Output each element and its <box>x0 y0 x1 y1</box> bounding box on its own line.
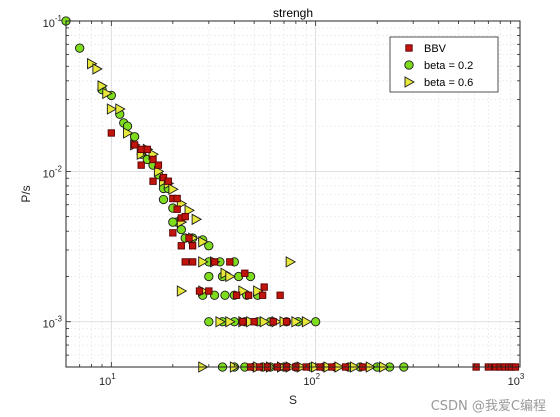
data-point <box>176 285 188 297</box>
data-point <box>225 270 236 283</box>
data-point <box>173 205 181 213</box>
data-point <box>87 57 98 70</box>
data-point <box>210 258 219 266</box>
data-point <box>301 315 313 328</box>
data-point <box>238 285 249 297</box>
data-point <box>115 103 126 115</box>
data-point <box>149 177 157 185</box>
chart-title: strengh <box>273 6 313 20</box>
legend-marker <box>405 44 413 52</box>
data-point <box>129 132 140 142</box>
data-point <box>232 291 241 299</box>
y-axis-title: P/s <box>19 185 33 202</box>
data-point <box>253 285 264 297</box>
x-axis-title: S <box>289 393 297 407</box>
data-point <box>176 224 186 235</box>
axes-frame <box>65 20 521 368</box>
data-point <box>204 317 214 327</box>
data-point <box>137 161 145 169</box>
data-point <box>195 287 204 295</box>
data-point <box>159 173 168 182</box>
data-point <box>181 258 189 266</box>
x-tick-label: 101 <box>99 372 116 388</box>
data-point <box>169 229 177 237</box>
data-point <box>291 315 302 328</box>
data-point <box>260 283 268 291</box>
data-point <box>205 287 213 295</box>
x-tick-label: 102 <box>303 372 320 388</box>
data-point <box>102 87 113 100</box>
data-point <box>239 318 247 326</box>
data-point <box>153 165 165 178</box>
data-point <box>164 177 172 185</box>
data-point <box>137 145 145 154</box>
data-point <box>149 155 157 164</box>
y-tick-label: 10-1 <box>43 14 63 30</box>
data-point <box>198 236 209 248</box>
data-point <box>225 315 236 328</box>
data-point <box>181 212 189 221</box>
data-point <box>220 290 230 300</box>
data-point <box>92 63 103 75</box>
data-point <box>188 258 197 266</box>
legend-label: beta = 0.6 <box>424 77 473 89</box>
y-tick-label: 10-3 <box>43 315 63 331</box>
data-point <box>173 194 181 203</box>
data-point <box>154 161 163 169</box>
data-point <box>282 318 291 326</box>
data-point <box>143 145 151 154</box>
data-point <box>168 217 178 227</box>
data-point <box>204 241 214 251</box>
data-point <box>106 103 118 115</box>
data-point <box>191 213 203 226</box>
data-point <box>276 291 284 299</box>
legend-marker <box>404 76 415 88</box>
data-point <box>245 291 253 299</box>
data-point <box>285 256 297 268</box>
data-point <box>184 204 195 217</box>
data-point <box>258 291 267 299</box>
data-point <box>158 194 169 205</box>
legend-label: beta = 0.2 <box>424 60 473 72</box>
data-point <box>188 242 197 250</box>
data-point <box>123 127 134 139</box>
x-tick-label: 103 <box>508 372 525 388</box>
data-point <box>204 271 214 282</box>
data-point <box>241 269 249 277</box>
y-tick-label: 10-2 <box>43 164 63 180</box>
data-point <box>198 256 209 268</box>
data-point <box>75 43 85 53</box>
data-point <box>107 129 115 137</box>
data-point <box>168 183 179 196</box>
data-point <box>311 317 321 327</box>
legend-label: BBV <box>424 43 447 55</box>
data-point <box>250 318 258 326</box>
legend: BBV beta = 0.2 beta = 0.6 <box>389 36 499 93</box>
legend-marker <box>404 60 414 70</box>
data-point <box>185 234 193 242</box>
data-point <box>269 318 277 326</box>
data-point <box>215 315 226 328</box>
data-point <box>259 315 271 328</box>
data-point <box>130 141 139 149</box>
axis-ticks: 101 102 103 10-1 10-2 10-3 <box>43 14 525 388</box>
data-point <box>226 258 234 266</box>
data-point <box>177 242 185 250</box>
watermark: CSDN @我爱C编程 <box>430 399 546 414</box>
